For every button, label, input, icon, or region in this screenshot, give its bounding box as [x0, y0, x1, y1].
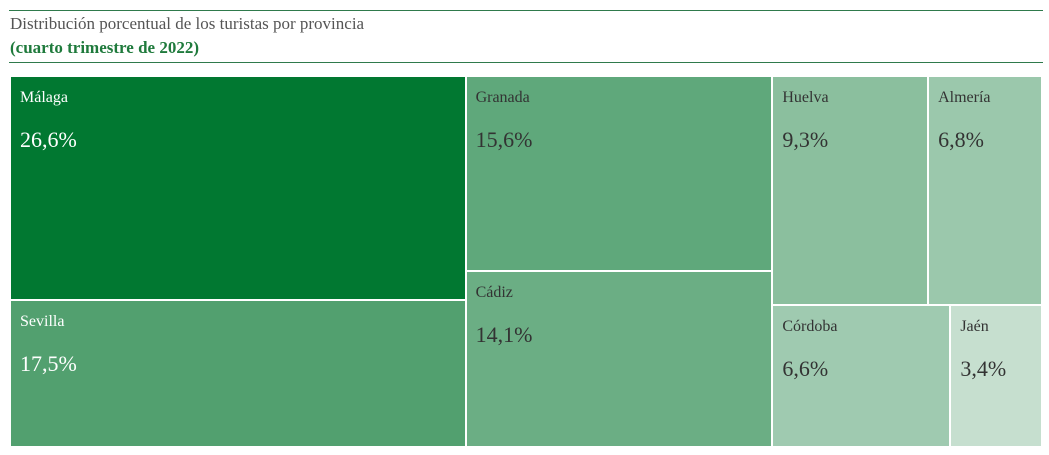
- tile-value-huelva: 9,3%: [782, 127, 829, 152]
- chart-subtitle: (cuarto trimestre de 2022): [10, 38, 199, 57]
- treemap-tile-cordoba[interactable]: Córdoba 6,6%: [772, 304, 951, 447]
- treemap-tile-huelva[interactable]: Huelva 9,3%: [772, 76, 929, 305]
- treemap-tile-sevilla[interactable]: Sevilla 17,5%: [10, 299, 466, 447]
- tile-label-jaen: Jaén: [960, 317, 989, 335]
- tile-value-malaga: 26,6%: [20, 127, 77, 152]
- tile-value-sevilla: 17,5%: [20, 350, 77, 376]
- tile-label-granada: Granada: [475, 89, 530, 106]
- treemap-tile-jaen[interactable]: Jaén 3,4%: [950, 304, 1042, 447]
- tile-value-cordoba: 6,6%: [782, 355, 829, 381]
- tile-label-malaga: Málaga: [20, 89, 68, 106]
- chart-title: Distribución porcentual de los turistas …: [10, 14, 365, 33]
- treemap-tile-granada[interactable]: Granada 15,6%: [465, 76, 773, 271]
- tile-label-huelva: Huelva: [782, 89, 829, 106]
- tile-value-cadiz: 14,1%: [475, 321, 533, 347]
- tile-label-almeria: Almería: [938, 89, 991, 106]
- header-top-rule: [9, 10, 1043, 11]
- tile-label-cadiz: Cádiz: [475, 283, 513, 301]
- tile-value-jaen: 3,4%: [960, 355, 1007, 381]
- tile-value-almeria: 6,8%: [938, 127, 984, 152]
- header-bottom-rule: [9, 62, 1043, 63]
- treemap-tile-almeria[interactable]: Almería 6,8%: [928, 76, 1042, 305]
- tile-label-sevilla: Sevilla: [20, 312, 65, 330]
- treemap-tile-cadiz[interactable]: Cádiz 14,1%: [465, 270, 773, 447]
- tile-value-granada: 15,6%: [475, 127, 533, 152]
- tile-label-cordoba: Córdoba: [782, 317, 838, 335]
- treemap-tile-malaga[interactable]: Málaga 26,6%: [10, 76, 466, 300]
